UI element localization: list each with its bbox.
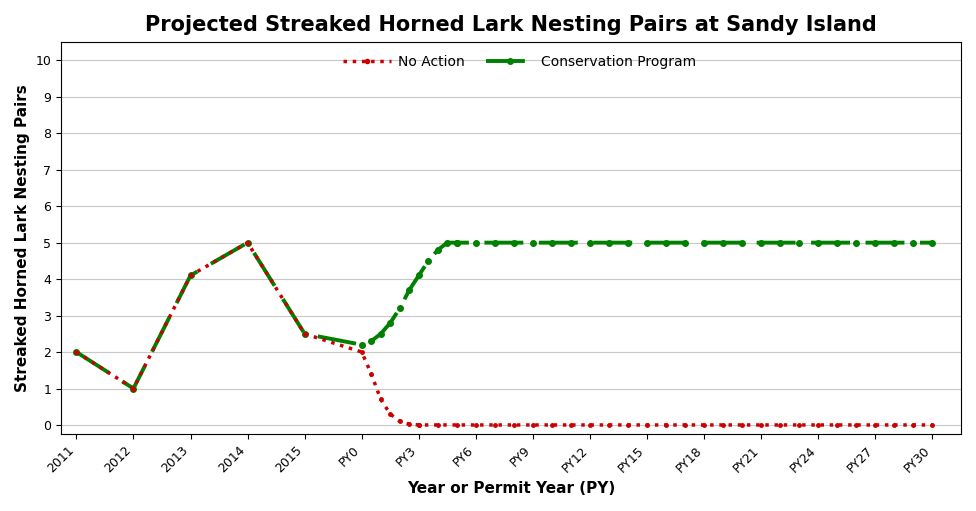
X-axis label: Year or Permit Year (PY): Year or Permit Year (PY) (407, 481, 615, 496)
Title: Projected Streaked Horned Lark Nesting Pairs at Sandy Island: Projected Streaked Horned Lark Nesting P… (145, 15, 877, 35)
Y-axis label: Streaked Horned Lark Nesting Pairs: Streaked Horned Lark Nesting Pairs (15, 84, 30, 392)
Legend: No Action, Conservation Program: No Action, Conservation Program (337, 49, 702, 74)
